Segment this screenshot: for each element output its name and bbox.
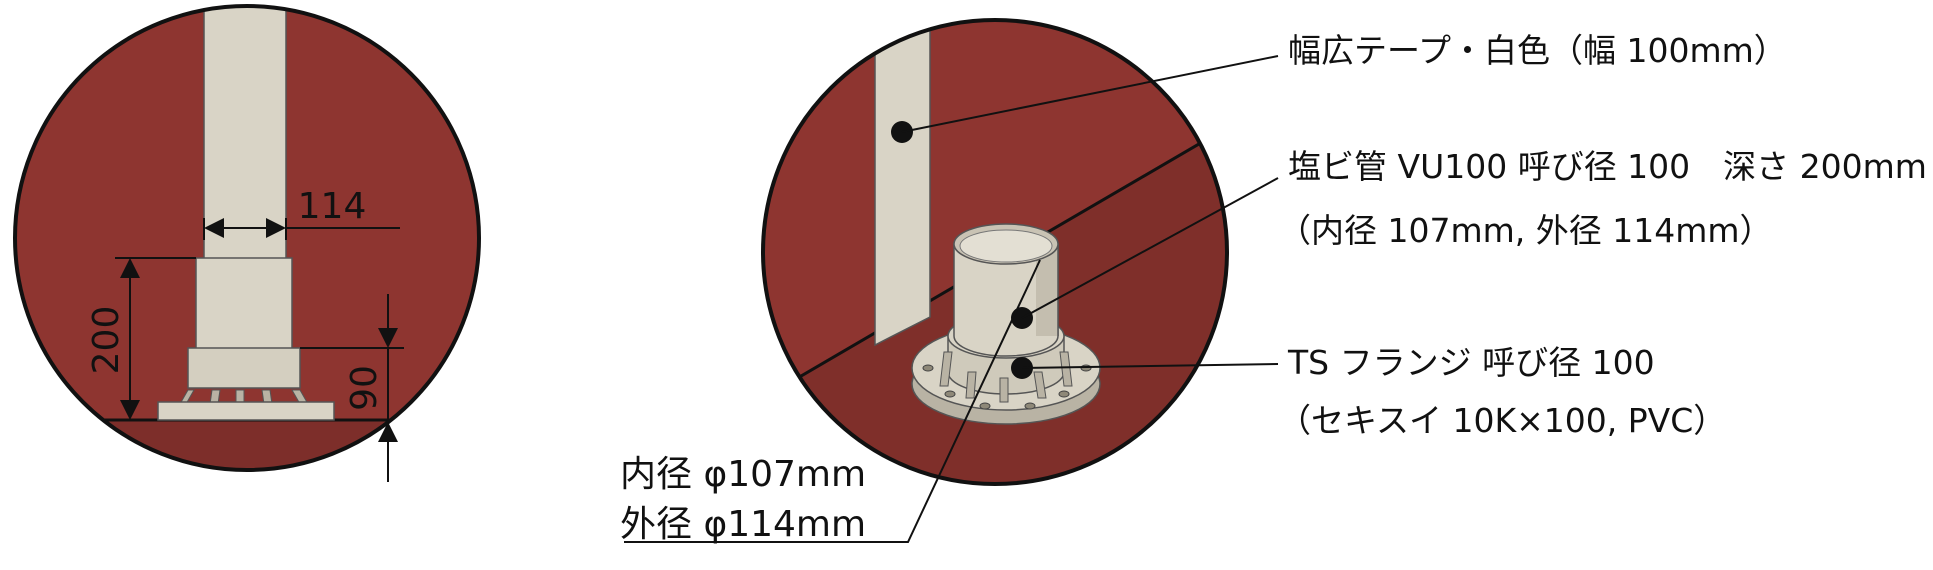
label-flange-maker: （セキスイ 10K×100, PVC） <box>1278 401 1726 440</box>
left-flange-base <box>157 401 335 421</box>
dim-height-label: 200 <box>86 306 127 375</box>
left-section-view: 114 200 90 <box>13 4 481 482</box>
left-tape-strip <box>203 6 287 263</box>
right-view-circle <box>761 18 1229 486</box>
right-tape-strip <box>874 20 931 347</box>
label-tape: 幅広テープ・白色（幅 100mm） <box>1288 31 1787 70</box>
right-pipe-body <box>953 243 1059 357</box>
label-flange-spec: TS フランジ 呼び径 100 <box>1287 343 1655 382</box>
label-pipe-diameters: （内径 107mm, 外径 114mm） <box>1278 211 1773 250</box>
left-view-circle <box>13 4 481 472</box>
dim-height-200 <box>115 257 196 420</box>
dim-flange-90 <box>300 294 404 482</box>
dim-width-114 <box>203 218 400 240</box>
dim-flange-label: 90 <box>344 365 385 411</box>
leader-lines <box>624 55 1279 543</box>
right-pipe-opening <box>959 229 1053 263</box>
left-pipe <box>195 257 293 351</box>
right-pipe-shading <box>1036 244 1058 336</box>
right-flange-ribs <box>939 351 1073 403</box>
left-flange-hub <box>187 347 301 389</box>
label-outer-diameter: 外径 φ114mm <box>620 504 866 545</box>
label-inner-diameter: 内径 φ107mm <box>620 454 866 495</box>
dim-width-label: 114 <box>298 186 367 227</box>
right-perspective-view <box>624 18 1279 543</box>
label-pipe-spec: 塩ビ管 VU100 呼び径 100 深さ 200mm <box>1288 147 1927 186</box>
